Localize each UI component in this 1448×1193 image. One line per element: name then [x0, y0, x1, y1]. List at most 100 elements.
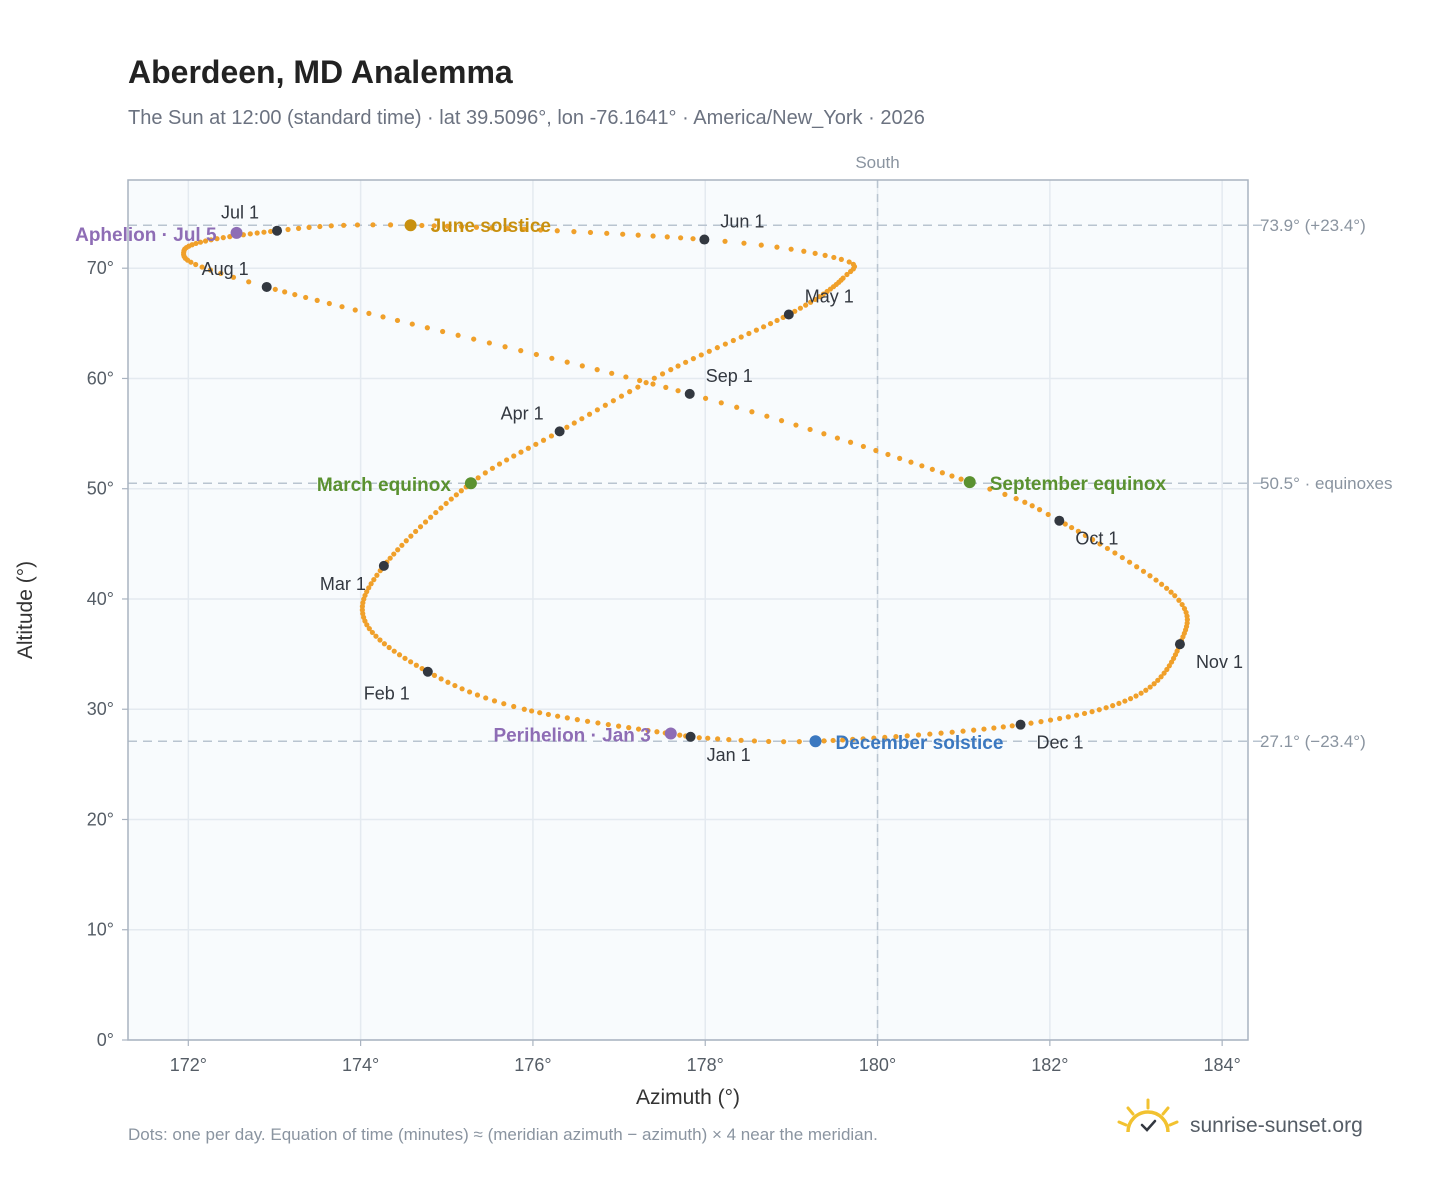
daily-dot	[766, 738, 772, 745]
daily-dot	[1164, 585, 1170, 591]
daily-dot	[1176, 597, 1182, 603]
daily-dot	[413, 528, 419, 535]
reference-lines: South 73.9° (+23.4°) 50.5° · equinoxes 27.1…	[128, 153, 1393, 1040]
daily-dot	[1002, 491, 1008, 497]
daily-dot	[1104, 545, 1111, 552]
daily-dot	[381, 641, 387, 647]
event-label: December solstice	[836, 733, 1004, 754]
daily-dot	[549, 355, 555, 361]
daily-dot	[438, 505, 444, 511]
reference-label: 73.9° (+23.4°)	[1260, 216, 1366, 235]
daily-dot	[1161, 670, 1167, 676]
daily-dot	[564, 424, 570, 430]
daily-dot	[675, 363, 681, 369]
month-marker-label: Feb 1	[364, 684, 410, 704]
daily-dot	[927, 731, 933, 737]
plot-frame	[127, 179, 1249, 1041]
daily-dot	[860, 443, 866, 450]
daily-dot	[246, 279, 252, 285]
daily-dot	[1138, 690, 1144, 696]
daily-dot	[1081, 710, 1088, 717]
daily-dot	[778, 418, 785, 424]
daily-dot	[714, 345, 720, 351]
daily-dot	[1062, 521, 1068, 527]
daily-dot	[504, 457, 510, 463]
daily-dot	[452, 682, 458, 689]
sun-logo-icon	[1126, 1110, 1170, 1133]
reference-label: 50.5° · equinoxes	[1260, 474, 1393, 493]
daily-dot	[637, 377, 643, 384]
daily-dot	[306, 224, 312, 230]
daily-dot	[555, 713, 561, 719]
daily-dot	[741, 240, 747, 246]
daily-dot	[764, 413, 770, 419]
daily-dot	[1009, 723, 1015, 729]
daily-dot	[761, 324, 767, 330]
daily-dot	[502, 344, 508, 350]
y-tick-label: 60°	[87, 368, 114, 388]
daily-dot	[1022, 499, 1028, 505]
daily-dot	[208, 237, 214, 243]
daily-dot	[958, 476, 964, 482]
daily-dot	[521, 226, 527, 232]
x-tick-label: 172°	[170, 1055, 207, 1075]
daily-dot	[626, 725, 632, 731]
daily-dot	[295, 225, 302, 231]
daily-dot	[807, 299, 814, 305]
month-marker	[272, 225, 283, 236]
y-tick-label: 70°	[87, 258, 114, 278]
daily-dot	[202, 238, 209, 244]
event-marker	[963, 476, 976, 489]
daily-dot	[1122, 698, 1128, 704]
month-marker-label: Oct 1	[1075, 529, 1118, 549]
daily-dot	[871, 735, 877, 741]
month-marker-label: Jul 1	[221, 203, 259, 223]
daily-dot	[831, 254, 837, 261]
daily-dot	[459, 686, 465, 692]
month-marker-label: Dec 1	[1037, 733, 1084, 753]
month-marker	[699, 234, 710, 245]
daily-dot	[445, 679, 451, 685]
daily-dot	[812, 250, 818, 256]
daily-dot	[424, 325, 430, 331]
daily-dot	[1147, 684, 1153, 690]
daily-dot	[1069, 524, 1075, 531]
daily-dot	[396, 652, 403, 658]
daily-dot	[486, 340, 492, 346]
daily-dot	[698, 352, 704, 358]
daily-dot	[885, 451, 891, 458]
month-marker	[378, 560, 389, 571]
daily-dot	[860, 736, 866, 742]
daily-dot	[387, 222, 394, 228]
daily-dot	[1057, 715, 1063, 722]
daily-dot	[991, 725, 997, 731]
daily-dot	[604, 230, 610, 236]
daily-dot	[643, 380, 649, 386]
daily-dot	[792, 308, 798, 314]
check-icon	[1140, 1119, 1157, 1132]
daily-dot	[1103, 705, 1109, 711]
daily-dot	[664, 234, 670, 240]
month-marker	[261, 281, 272, 292]
y-tick-label: 50°	[87, 479, 114, 499]
y-tick-label: 40°	[87, 589, 114, 609]
daily-dot	[893, 734, 899, 740]
daily-dot	[706, 348, 712, 354]
daily-dot	[220, 235, 226, 241]
daily-dot	[929, 466, 935, 472]
y-tick-label: 10°	[87, 920, 114, 940]
daily-dot	[594, 407, 600, 413]
daily-dot	[960, 728, 966, 734]
daily-dot	[518, 348, 524, 354]
daily-dot	[471, 336, 477, 342]
daily-dot	[540, 437, 547, 443]
daily-dot	[458, 224, 465, 230]
daily-dot	[369, 629, 375, 636]
chart-title: Aberdeen, MD Analemma	[128, 54, 513, 90]
x-tick-label: 174°	[342, 1055, 379, 1075]
daily-dot	[897, 455, 903, 461]
grid-layer	[128, 180, 1248, 1041]
daily-dot	[616, 723, 622, 729]
